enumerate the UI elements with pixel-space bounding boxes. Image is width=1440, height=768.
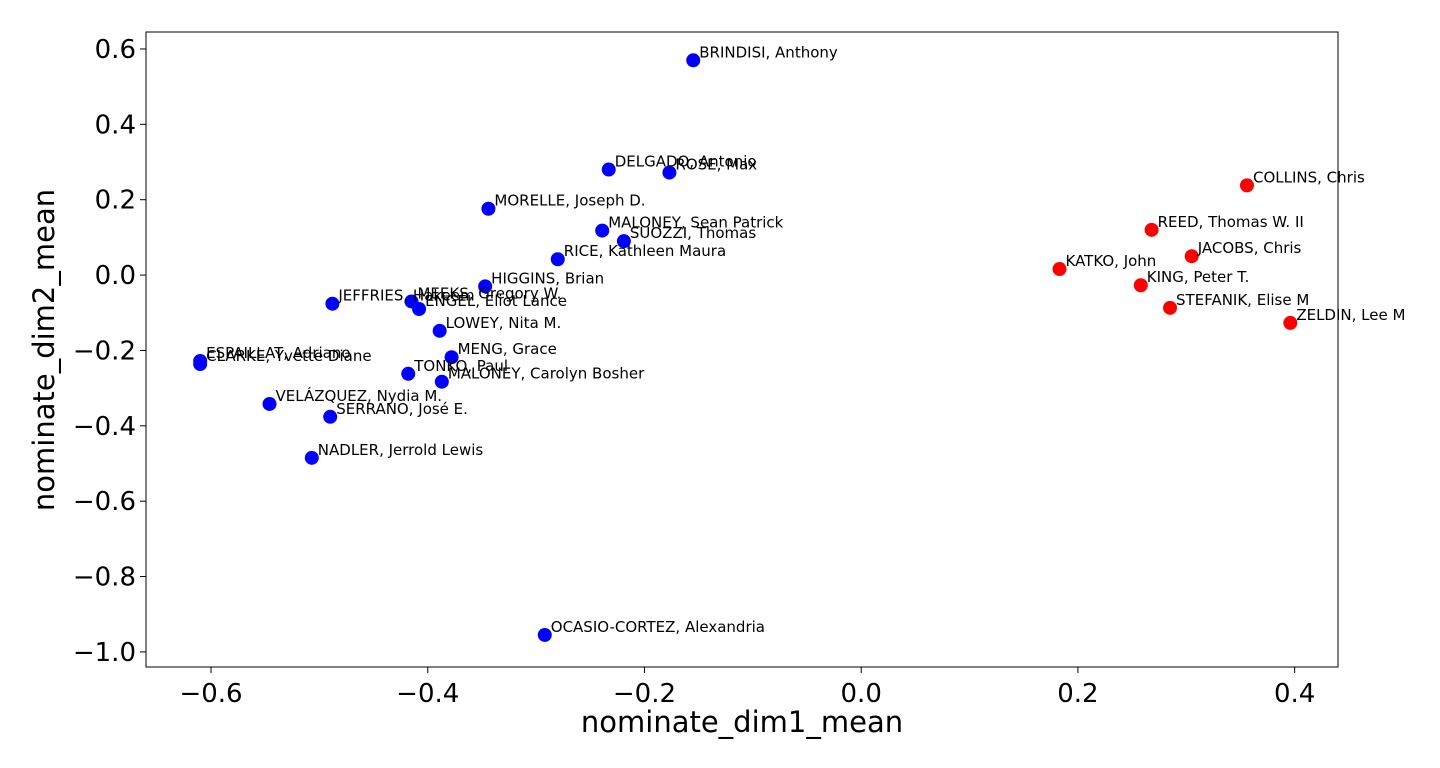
y-tick-label: −0.2: [73, 336, 136, 366]
point-label: ESPAILLAT, Adriano: [206, 344, 350, 362]
scatter-point: [444, 350, 459, 365]
scatter-point: [595, 223, 610, 238]
y-axis-ticks: 0.6 0.4 0.2 0.0 −0.2 −0.4 −0.6 −0.8 −1.0: [73, 35, 146, 668]
y-tick-label: −0.8: [73, 563, 136, 593]
point-label: ROSE, Max: [675, 156, 757, 174]
scatter-point: [401, 366, 416, 381]
point-label: KING, Peter T.: [1147, 268, 1250, 286]
plot-frame: [145, 31, 1339, 668]
scatter-point: [481, 201, 496, 216]
scatter-point: [1163, 300, 1178, 315]
scatter-point: [1133, 278, 1148, 293]
points-layer: [193, 53, 1298, 642]
point-label: LOWEY, Nita M.: [446, 314, 562, 332]
scatter-point: [193, 357, 208, 372]
point-label: VELÁZQUEZ, Nydia M.: [276, 386, 443, 405]
point-label: STEFANIK, Elise M: [1176, 291, 1309, 309]
x-axis-label: nominate_dim1_mean: [581, 705, 903, 739]
scatter-point: [304, 450, 319, 465]
point-label: RICE, Kathleen Maura: [564, 242, 726, 260]
scatter-point: [1184, 249, 1199, 264]
scatter-point: [1283, 315, 1298, 330]
scatter-point: [537, 627, 552, 642]
point-label: SERRANO, José E.: [336, 400, 468, 418]
point-label: NADLER, Jerrold Lewis: [318, 441, 484, 459]
x-tick-label: −0.6: [179, 679, 242, 709]
scatter-point: [323, 409, 338, 424]
point-label: MALONEY, Sean Patrick: [608, 214, 783, 232]
point-label: KATKO, John: [1066, 252, 1157, 270]
scatter-point: [686, 53, 701, 68]
y-tick-label: 0.0: [95, 261, 136, 291]
scatter-point: [478, 279, 493, 294]
y-tick-label: 0.2: [95, 186, 136, 216]
scatter-point: [262, 396, 277, 411]
point-label: JEFFRIES, Hakeem: [337, 287, 474, 305]
point-label: REED, Thomas W. II: [1158, 213, 1304, 231]
x-axis-ticks: −0.6 −0.4 −0.2 0.0 0.2 0.4: [179, 667, 1315, 709]
x-tick-label: 0.0: [841, 679, 882, 709]
point-label: SUOZZI, Thomas: [630, 224, 756, 242]
scatter-point: [1052, 262, 1067, 277]
point-label: ENGEL, Eliot Lance: [425, 292, 567, 310]
scatter-point: [434, 374, 449, 389]
scatter-point: [1144, 222, 1159, 237]
point-label: MEEKS, Gregory W.: [417, 284, 561, 302]
y-axis-label: nominate_dim2_mean: [27, 189, 61, 511]
scatter-point: [601, 162, 616, 177]
point-label: CLARKE, Yvette Diane: [206, 347, 371, 365]
point-label: MALONEY, Carolyn Bosher: [448, 365, 645, 383]
scatter-point: [412, 301, 427, 316]
y-tick-label: −0.6: [73, 487, 136, 517]
y-tick-label: −0.4: [73, 412, 136, 442]
x-tick-label: 0.4: [1274, 679, 1315, 709]
scatter-point: [662, 165, 677, 180]
x-tick-label: 0.2: [1057, 679, 1098, 709]
y-tick-label: 0.4: [95, 110, 136, 140]
scatter-point: [325, 296, 340, 311]
x-tick-label: −0.4: [396, 679, 459, 709]
point-label: JACOBS, Chris: [1197, 239, 1302, 257]
scatter-point: [550, 252, 565, 267]
y-tick-label: 0.6: [95, 35, 136, 65]
y-tick-label: −1.0: [73, 638, 136, 668]
point-label: MORELLE, Joseph D.: [494, 192, 645, 210]
point-label: OCASIO-CORTEZ, Alexandria: [551, 618, 765, 636]
point-label: COLLINS, Chris: [1253, 168, 1365, 186]
point-label: DELGADO, Antonio: [615, 153, 757, 171]
point-label: TONKO, Paul: [413, 357, 508, 375]
point-label: ZELDIN, Lee M: [1296, 306, 1405, 324]
point-label: BRINDISI, Anthony: [699, 43, 838, 61]
point-label: HIGGINS, Brian: [491, 269, 604, 287]
point-label: MENG, Grace: [458, 340, 557, 358]
scatter-point: [432, 323, 447, 338]
scatter-point: [1239, 178, 1254, 193]
scatter-point: [616, 234, 631, 249]
x-tick-label: −0.2: [613, 679, 676, 709]
